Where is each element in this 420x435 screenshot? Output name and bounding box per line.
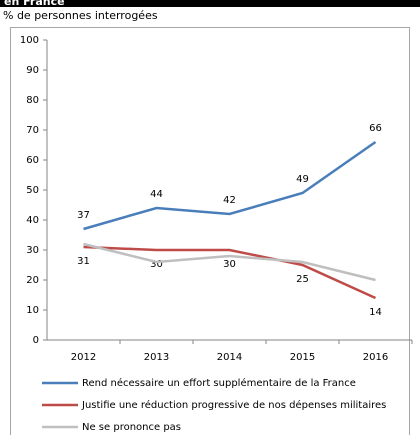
- y-tick-label: 80: [26, 95, 39, 106]
- data-label: 42: [223, 195, 236, 206]
- x-tick-label: 2015: [290, 352, 315, 363]
- y-tick-label: 50: [26, 185, 39, 196]
- data-label: 25: [296, 274, 309, 285]
- series-line: [83, 140, 377, 231]
- data-label: 44: [150, 189, 163, 200]
- x-tick-label: 2013: [144, 352, 169, 363]
- data-label: 30: [150, 259, 163, 270]
- data-label: 49: [296, 174, 309, 185]
- data-label: 14: [369, 307, 382, 318]
- legend-label: Justifie une réduction progressive de no…: [81, 399, 386, 411]
- y-tick-label: 40: [26, 215, 39, 226]
- data-label: 66: [369, 123, 382, 134]
- y-tick-label: 90: [26, 65, 39, 76]
- x-tick-label: 2016: [363, 352, 388, 363]
- data-label: 31: [77, 256, 90, 267]
- y-tick-label: 30: [26, 245, 39, 256]
- x-tick-label: 2014: [217, 352, 242, 363]
- chart-title: en France: [4, 0, 65, 8]
- data-label: 30: [223, 259, 236, 270]
- legend-label: Ne se prononce pas: [82, 422, 181, 433]
- series-line: [83, 245, 377, 300]
- y-tick-label: 60: [26, 155, 39, 166]
- y-tick-label: 0: [33, 335, 39, 346]
- series-line: [83, 242, 376, 282]
- y-tick-label: 100: [20, 35, 39, 46]
- chart-frame: [10, 27, 410, 435]
- y-tick-label: 20: [26, 275, 39, 286]
- data-label: 37: [77, 210, 90, 221]
- chart-subtitle: % de personnes interrogées: [3, 9, 158, 22]
- x-tick-label: 2012: [71, 352, 96, 363]
- legend-label: Rend nécessaire un effort supplémentaire…: [82, 377, 356, 389]
- y-tick-label: 70: [26, 125, 39, 136]
- title-bar: [0, 0, 420, 7]
- y-tick-label: 10: [26, 305, 39, 316]
